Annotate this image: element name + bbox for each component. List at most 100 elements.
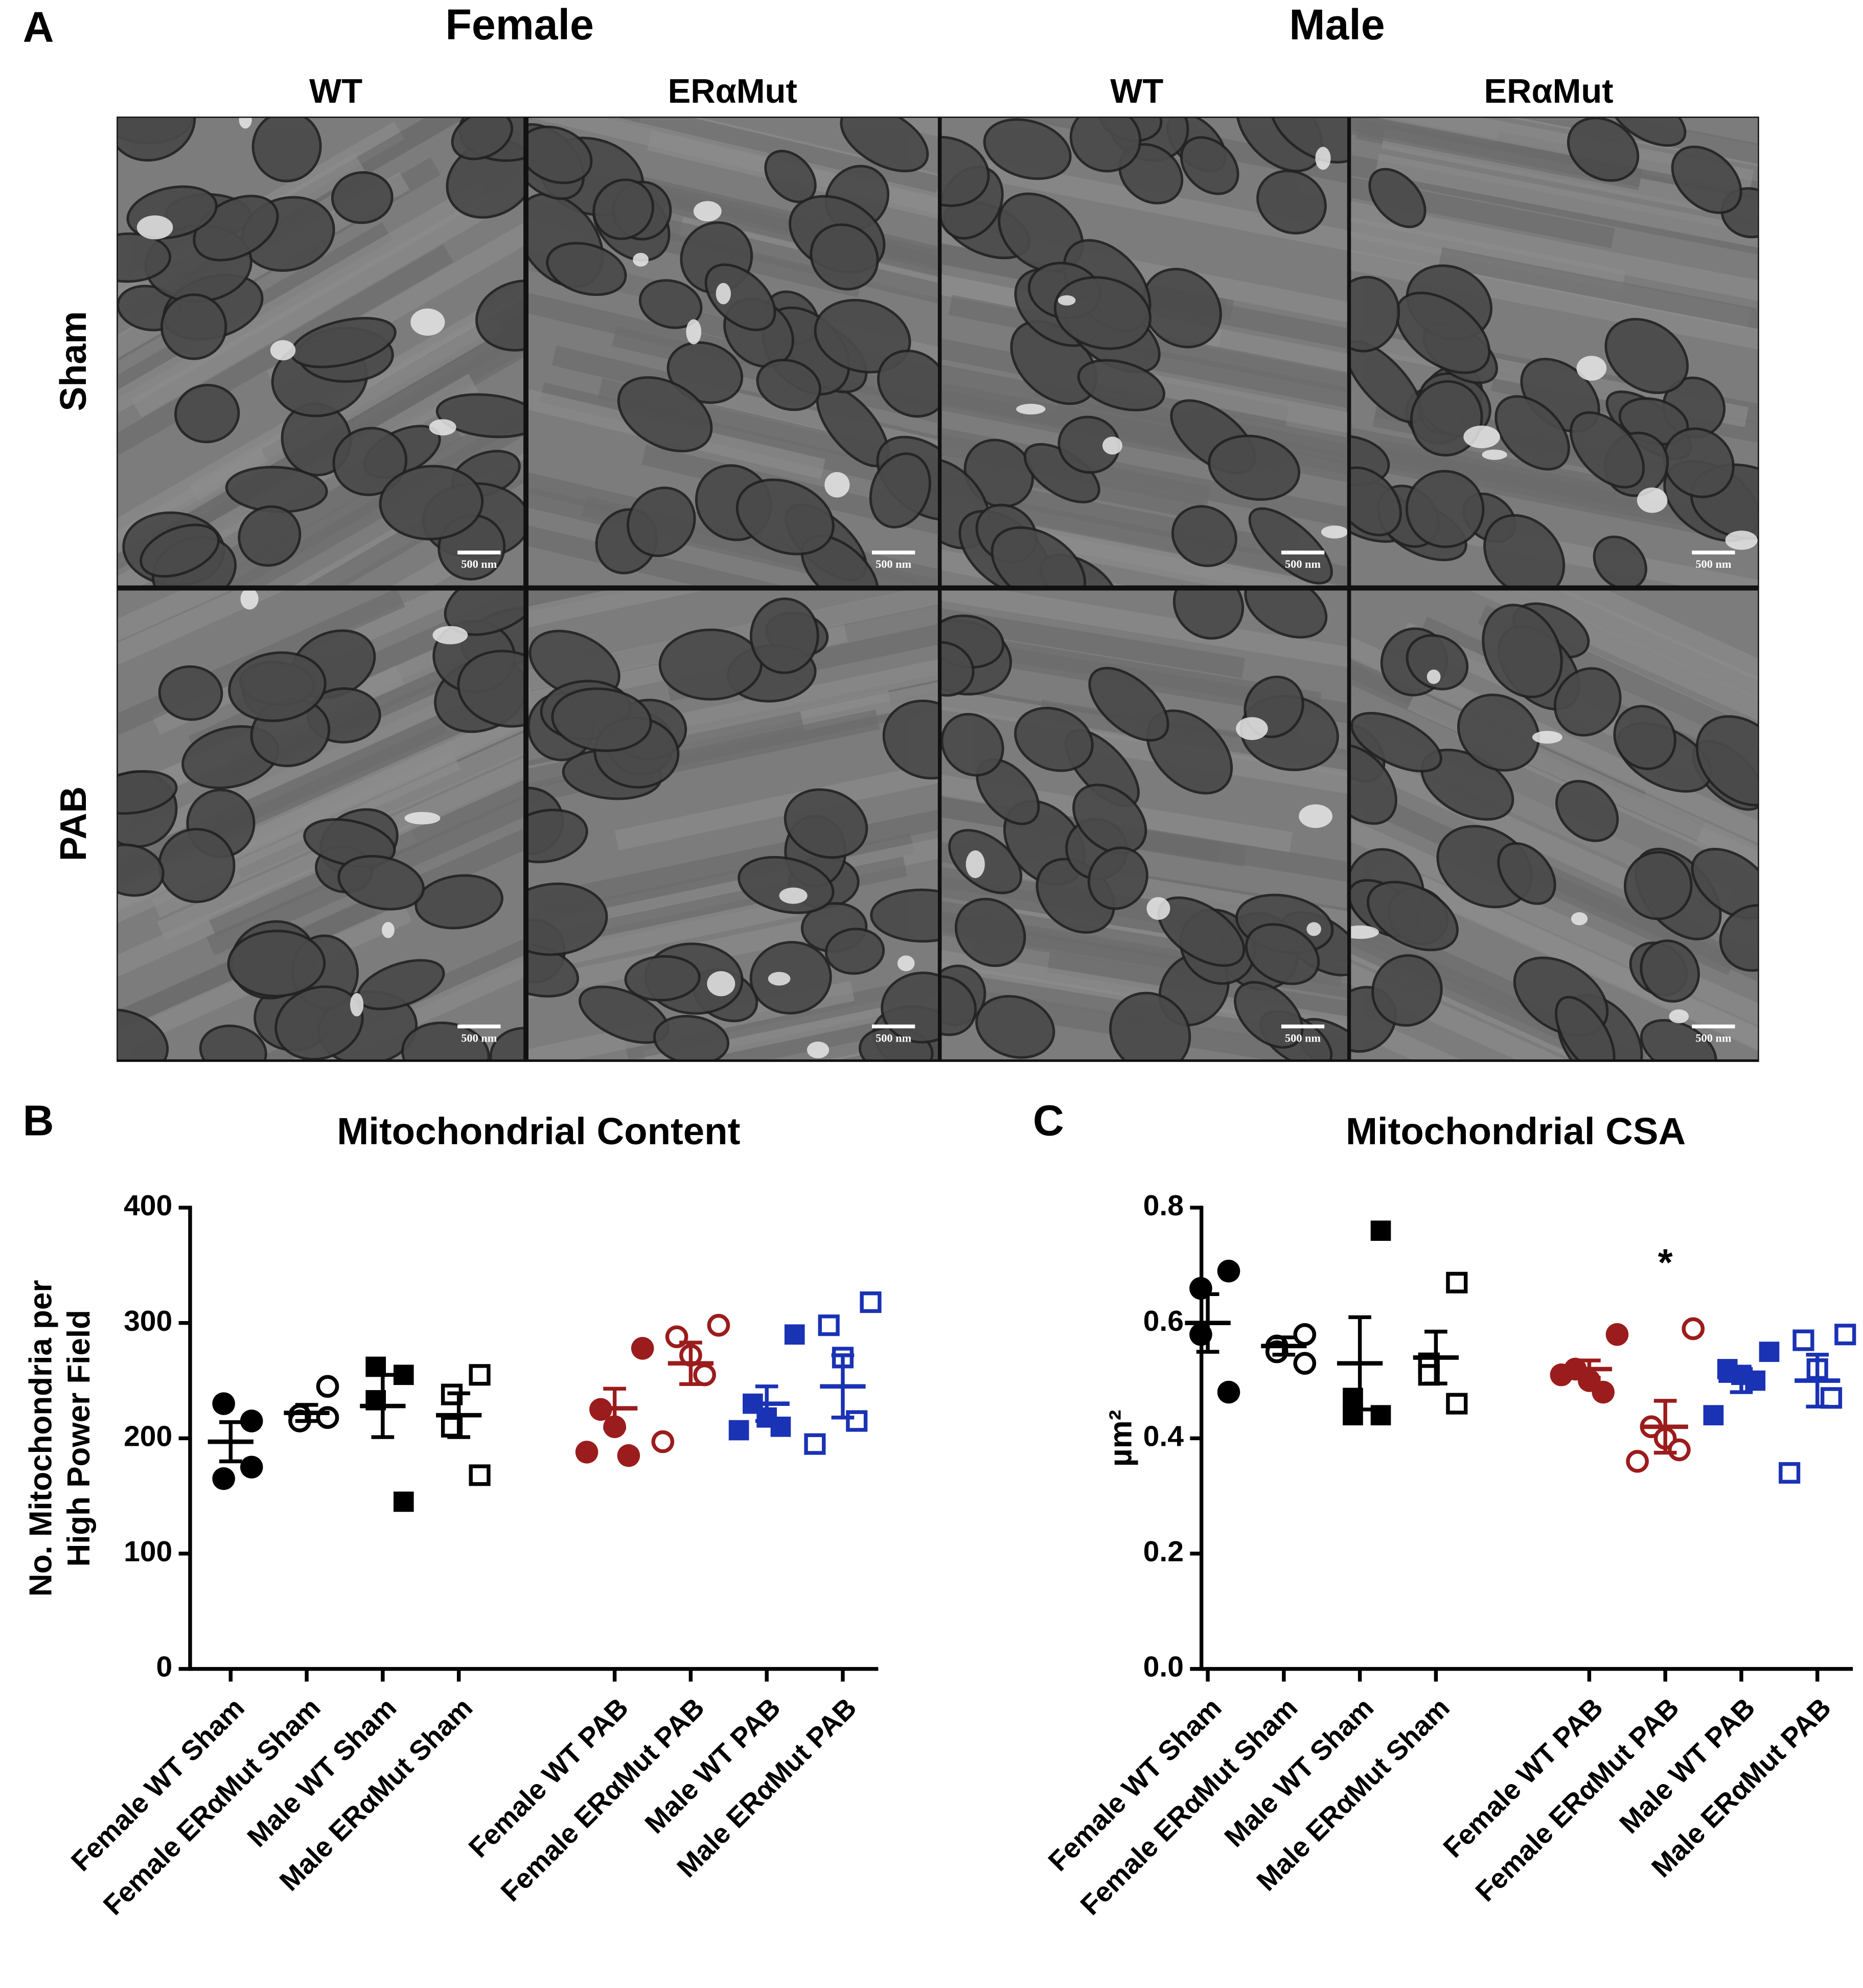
mitochondrion [784,788,868,859]
micrograph: 500 nm [118,118,524,586]
mitochondrion [1366,881,1459,952]
mitochondrion [1087,846,1148,910]
myofibril [528,118,938,196]
mitochondrion [1623,851,1693,920]
mitochondrion [238,505,302,567]
clear-space [410,308,445,336]
mitochondrion [1497,842,1556,905]
clear-space [382,921,395,938]
mitochondrion [658,628,763,701]
mitochondrion [941,975,977,1036]
myofibril [993,498,1347,586]
data-point [1446,1393,1468,1415]
mitochondrion [1351,466,1402,537]
mitochondrion [941,713,1004,777]
mitochondrion [435,393,524,438]
mitochondrion [1593,535,1647,586]
micrograph-content [941,118,1347,586]
mitochondrion [1719,904,1758,972]
clear-space [350,993,364,1016]
mitochondrion [1351,744,1397,825]
mitochondrion [1248,507,1333,585]
scale-bar-label: 500 nm [1695,558,1731,570]
data-point [631,1337,654,1360]
mitochondrion [118,1008,169,1059]
mitochondrion [528,125,593,184]
mitochondrion [704,263,776,331]
mitochondrion [1570,411,1645,489]
clear-space [1016,404,1046,414]
mitochondrion [1482,604,1563,699]
sex-label: Male [1289,1,1385,49]
data-point [784,1324,805,1345]
data-point [1626,1450,1649,1473]
y-tick-label: 400 [124,1189,172,1222]
y-tick-label: 200 [124,1420,172,1452]
mitochondrion [528,882,608,956]
mitochondrion [1609,118,1687,147]
clear-space [707,971,735,997]
mitochondrion [118,843,165,897]
mitochondrion [1555,780,1619,842]
data-point [1703,1405,1724,1426]
data-point [469,1464,491,1486]
data-point [651,1430,675,1453]
mitochondrion [118,770,178,815]
mitochondrion [1088,666,1169,742]
micrograph-content [528,590,938,1059]
clear-space [1669,1009,1689,1024]
micrograph-content [118,590,524,1059]
clear-space [1725,530,1758,550]
mitochondrion [1172,590,1245,640]
myofibril [656,118,938,187]
data-point [1217,1380,1240,1404]
data-point [818,1314,840,1336]
myofibril [1351,131,1615,248]
mitochondrion [1351,712,1442,773]
mitochondrion [941,641,975,697]
mitochondrion [814,298,911,374]
mitochondrion [626,487,696,558]
clear-space [1321,525,1347,539]
mitochondrion [451,118,514,160]
myofibril [152,691,524,918]
mitochondrion [1245,923,1320,985]
mitochondrion [199,1024,267,1059]
genotype-label: ERαMut [1484,72,1614,110]
micrograph: 500 nm [941,118,1347,586]
clear-space [1306,922,1321,936]
data-point [469,1364,491,1386]
mitochondrion [617,376,713,453]
data-point [707,1313,730,1337]
mitochondrion [738,856,835,914]
mitochondrion [941,135,990,207]
data-point [804,1433,826,1455]
myofibril [614,726,938,851]
mitochondrion [415,874,503,930]
clear-space [1482,449,1507,460]
mitochondrion [756,359,821,411]
mitochondrion [251,118,322,182]
myofibril [1438,247,1758,364]
micrograph-content [941,590,1347,1059]
clear-space [1299,804,1332,828]
micrograph-content [1351,118,1758,586]
mitochondrion [877,350,938,418]
mitochondrion [1069,118,1142,173]
clear-space [1637,487,1668,513]
myofibril [594,971,938,1059]
data-point [617,1444,640,1467]
mitochondrion [1368,168,1427,228]
mitochondrion [1244,590,1328,639]
data-point [1834,1324,1856,1346]
mitochondrion [1171,505,1237,567]
mitochondrion [1555,996,1616,1059]
mitochondrion [1208,434,1301,501]
mitochondrion [991,526,1087,586]
data-point [1592,1380,1615,1404]
clear-space [432,626,468,644]
mitochondrion [1691,848,1758,920]
data-point [212,1392,235,1415]
clear-space [1427,669,1441,684]
